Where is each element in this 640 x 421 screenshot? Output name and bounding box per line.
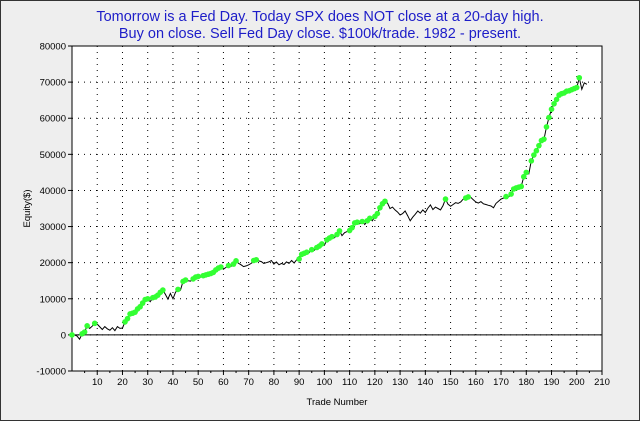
y-tick-label: -10000 — [36, 367, 66, 378]
new-high-marker — [553, 96, 560, 103]
new-high-marker — [253, 256, 260, 263]
chart-title-line-1: Tomorrow is a Fed Day. Today SPX does NO… — [96, 9, 544, 25]
new-high-marker — [182, 277, 189, 283]
y-tick-label: 60000 — [40, 114, 66, 125]
new-high-marker — [359, 218, 366, 225]
x-tick-label: 130 — [392, 377, 408, 388]
new-high-marker — [548, 106, 555, 112]
new-high-marker — [303, 249, 310, 255]
x-tick-label: 30 — [142, 377, 153, 388]
plot-area — [71, 45, 603, 372]
x-tick-label: 160 — [468, 377, 484, 388]
x-tick-label: 100 — [316, 377, 332, 388]
new-high-marker — [533, 147, 540, 154]
x-tick-label: 110 — [342, 377, 357, 388]
new-high-marker — [296, 256, 302, 262]
new-high-marker — [576, 74, 583, 81]
new-high-marker — [518, 183, 525, 190]
x-tick-label: 150 — [443, 377, 459, 388]
new-high-marker — [233, 258, 239, 264]
x-tick-label: 90 — [294, 377, 305, 388]
chart-title-line-2: Buy on close. Sell Fed Day close. $100k/… — [118, 26, 522, 42]
new-high-marker — [329, 233, 335, 240]
x-tick-label: 40 — [168, 377, 179, 388]
x-tick-label: 200 — [569, 377, 585, 388]
y-tick-label: 20000 — [40, 258, 66, 269]
y-tick-label: 0 — [61, 330, 66, 341]
x-tick-label: 70 — [243, 377, 254, 388]
y-tick-label: 30000 — [40, 222, 66, 233]
new-high-marker — [81, 329, 88, 335]
new-high-marker — [541, 136, 547, 142]
y-tick-label: 70000 — [40, 78, 66, 89]
new-high-marker — [218, 264, 224, 270]
x-tick-label: 190 — [544, 377, 560, 388]
new-high-marker — [520, 173, 527, 180]
new-high-marker — [160, 287, 166, 293]
new-high-marker — [573, 84, 580, 91]
x-tick-label: 60 — [218, 377, 229, 388]
x-tick-label: 210 — [594, 377, 610, 388]
new-high-marker — [367, 215, 373, 222]
new-high-marker — [536, 142, 542, 149]
new-high-marker — [69, 332, 75, 338]
new-high-marker — [144, 295, 151, 302]
new-high-marker — [377, 204, 383, 211]
new-high-marker — [124, 315, 131, 322]
y-tick-label: 10000 — [40, 294, 66, 305]
x-tick-label: 140 — [417, 377, 433, 388]
y-tick-label: 50000 — [40, 150, 66, 161]
ticks-layer: 10 20 30 40 50 60 70 80 90 100 110 120 130 140 150 160 1… — [36, 42, 610, 389]
new-high-marker — [465, 194, 472, 200]
new-high-marker — [374, 210, 381, 217]
new-high-marker — [195, 273, 201, 280]
grid-layer — [72, 46, 602, 371]
new-high-marker — [503, 193, 509, 200]
x-tick-label: 10 — [92, 377, 103, 388]
new-high-marker — [91, 320, 98, 327]
new-high-marker — [84, 323, 90, 329]
new-high-marker — [319, 241, 325, 247]
new-high-marker — [442, 196, 449, 202]
x-tick-label: 50 — [193, 377, 204, 388]
marker-layer — [69, 74, 583, 338]
new-high-marker — [523, 169, 530, 176]
new-high-marker — [508, 191, 514, 197]
new-high-marker — [175, 286, 181, 293]
x-tick-label: 170 — [493, 377, 509, 388]
new-high-marker — [382, 198, 388, 205]
new-high-marker — [354, 219, 360, 226]
new-high-marker — [225, 262, 232, 269]
new-high-marker — [336, 228, 343, 234]
y-axis-label: Equity($) — [22, 189, 33, 227]
x-tick-label: 120 — [367, 377, 383, 388]
new-high-marker — [528, 158, 535, 164]
x-tick-label: 180 — [518, 377, 534, 388]
new-high-marker — [551, 100, 557, 107]
new-high-marker — [308, 246, 315, 253]
y-tick-label: 80000 — [40, 42, 66, 53]
new-high-marker — [543, 124, 550, 130]
new-high-marker — [546, 114, 552, 121]
new-high-marker — [349, 224, 355, 231]
x-axis-label: Trade Number — [307, 397, 368, 408]
y-tick-label: 40000 — [40, 186, 66, 197]
x-tick-label: 20 — [117, 377, 128, 388]
x-tick-label: 80 — [269, 377, 280, 388]
new-high-marker — [531, 152, 537, 158]
